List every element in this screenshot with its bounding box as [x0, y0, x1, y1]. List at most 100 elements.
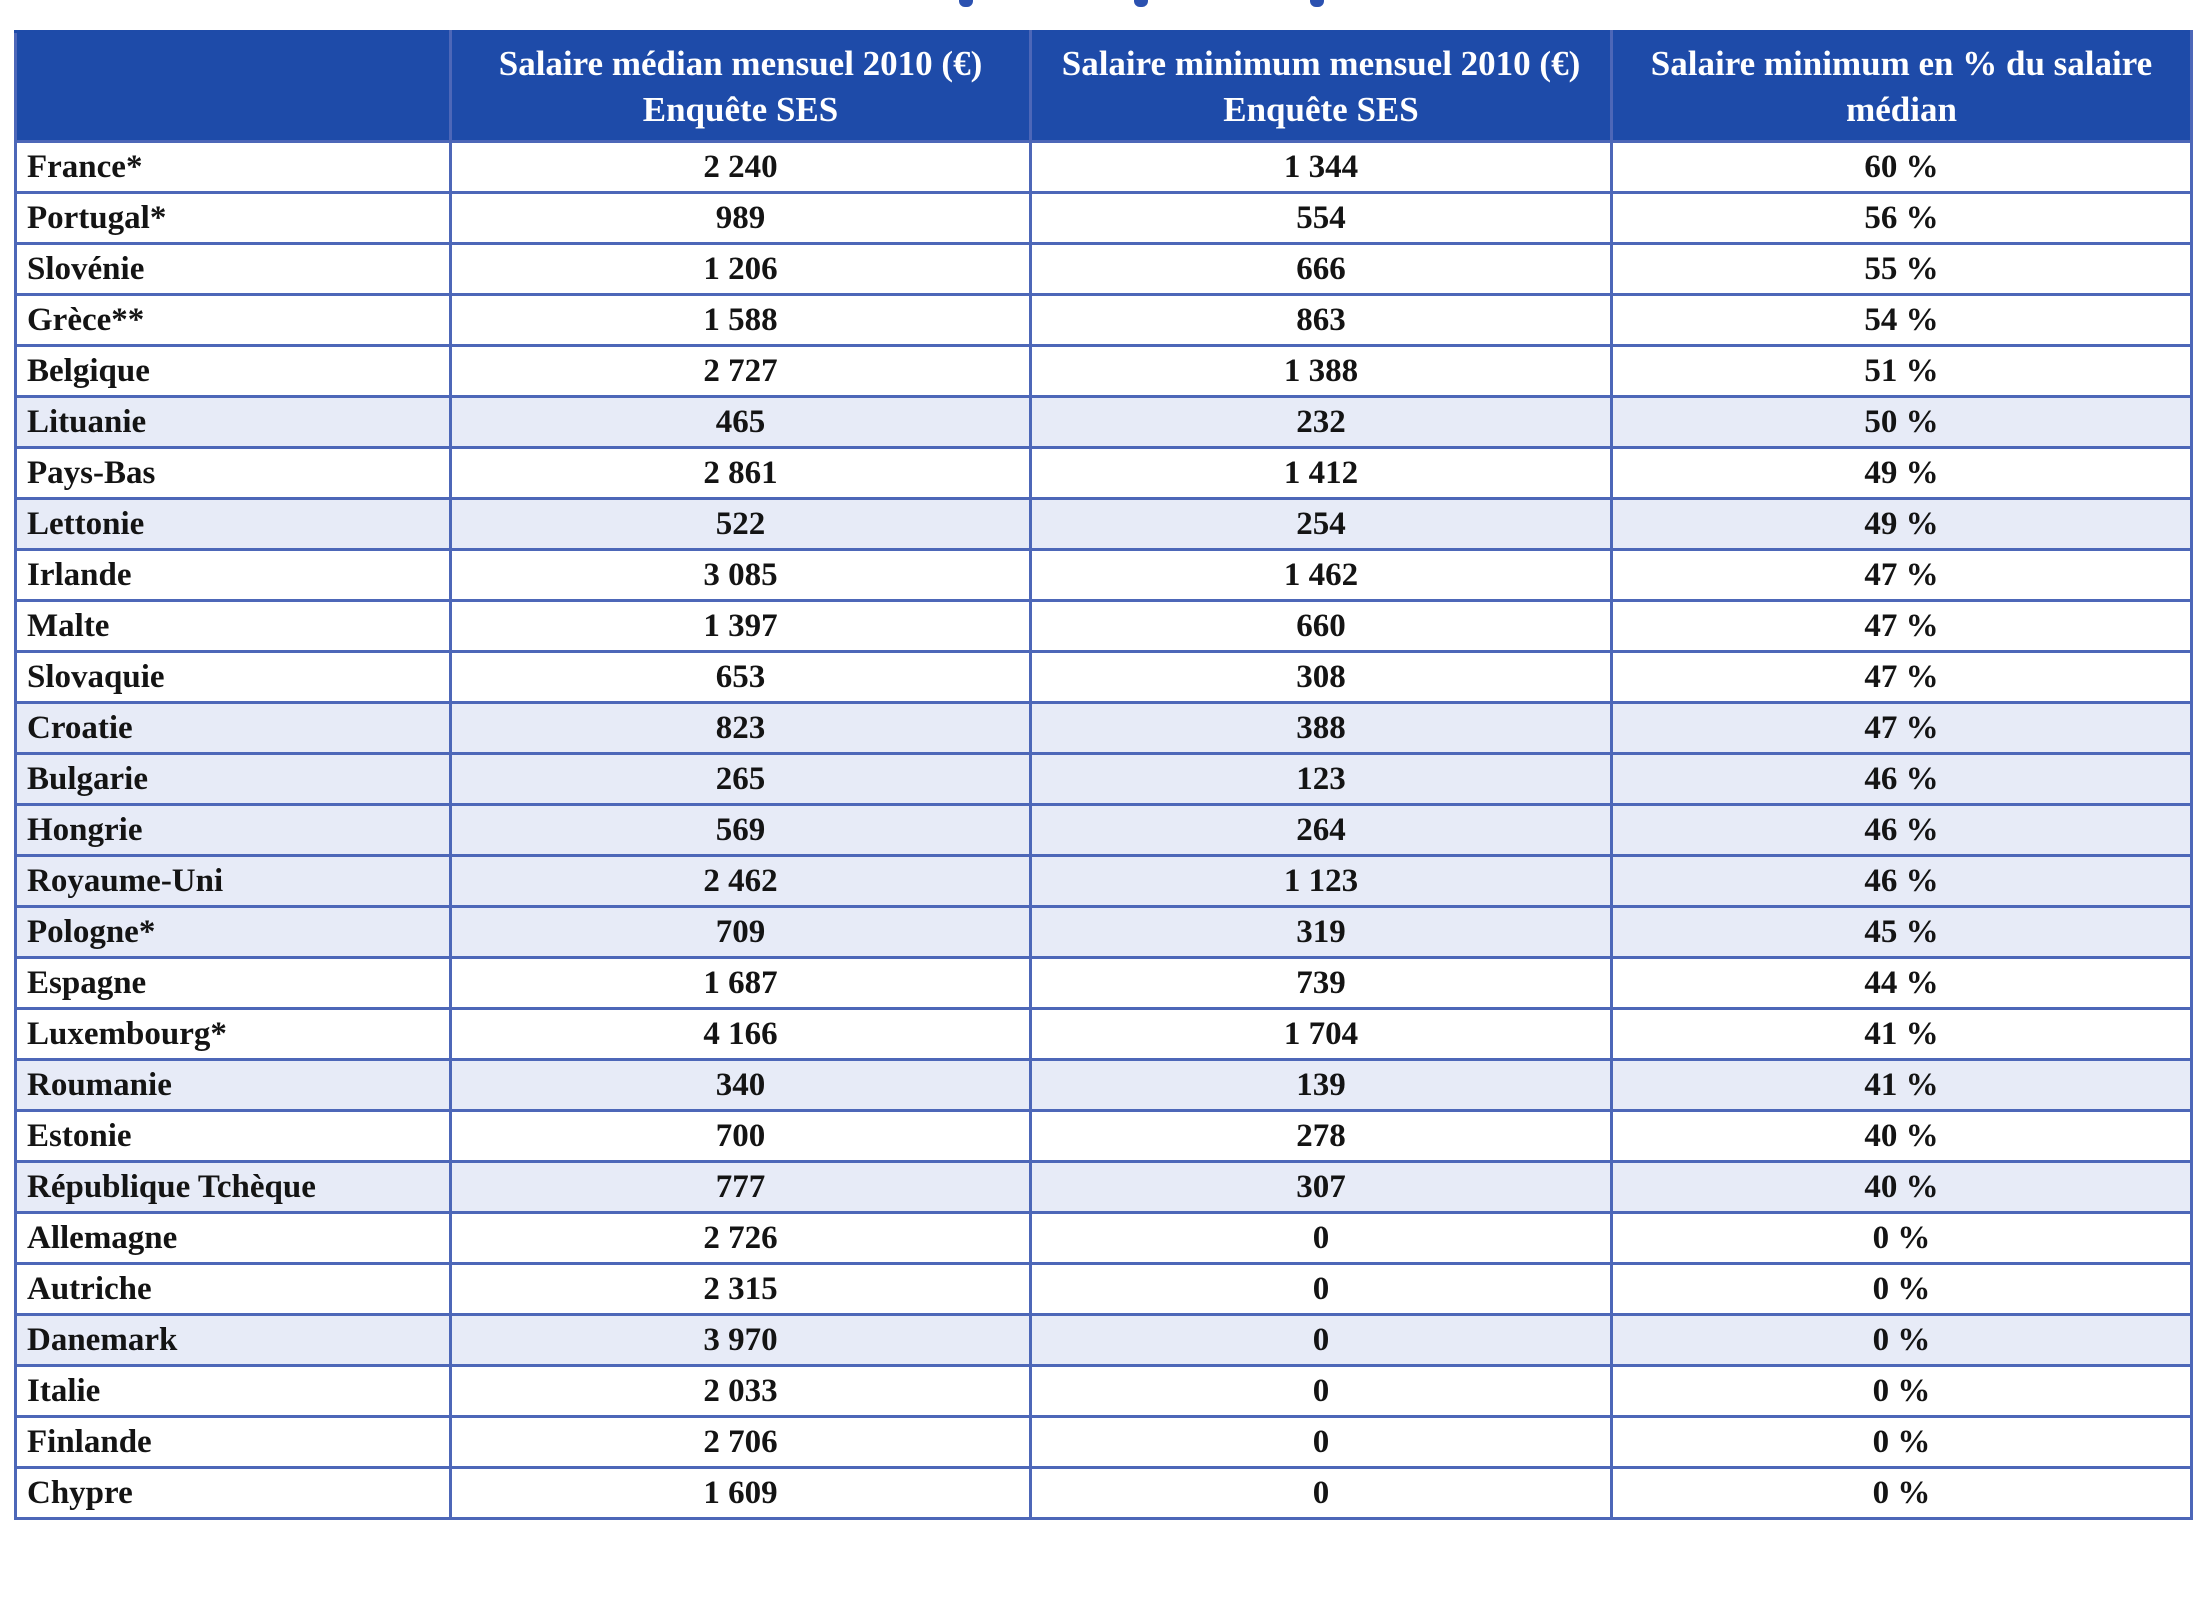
country-cell: Irlande: [14, 548, 452, 602]
median-salary-cell: 1 397: [449, 599, 1032, 653]
percent-cell: 0 %: [1610, 1313, 2193, 1367]
country-cell: Estonie: [14, 1109, 452, 1163]
country-cell: Lituanie: [14, 395, 452, 449]
table-row: Luxembourg* 4 166 1 704 41 %: [14, 1007, 2193, 1061]
median-salary-cell: 2 315: [449, 1262, 1032, 1316]
minimum-salary-cell: 666: [1029, 242, 1613, 296]
percent-cell: 0 %: [1610, 1415, 2193, 1469]
minimum-salary-cell: 264: [1029, 803, 1613, 857]
minimum-salary-cell: 0: [1029, 1364, 1613, 1418]
country-cell: Allemagne: [14, 1211, 452, 1265]
table-row: Autriche 2 315 0 0 %: [14, 1262, 2193, 1316]
country-cell: Finlande: [14, 1415, 452, 1469]
median-salary-cell: 823: [449, 701, 1032, 755]
country-cell: Espagne: [14, 956, 452, 1010]
median-salary-cell: 700: [449, 1109, 1032, 1163]
minimum-salary-cell: 1 412: [1029, 446, 1613, 500]
corner-header-cell: [14, 30, 452, 143]
country-cell: Bulgarie: [14, 752, 452, 806]
table-row: Italie 2 033 0 0 %: [14, 1364, 2193, 1418]
minimum-salary-cell: 319: [1029, 905, 1613, 959]
median-salary-header-cell: Salaire médian mensuel 2010 (€) Enquête …: [449, 30, 1032, 143]
salary-comparison-table: Salaire médian mensuel 2010 (€) Enquête …: [14, 30, 2193, 1520]
table-row: Malte 1 397 660 47 %: [14, 599, 2193, 653]
percent-cell: 46 %: [1610, 752, 2193, 806]
country-cell: Slovénie: [14, 242, 452, 296]
median-salary-cell: 3 085: [449, 548, 1032, 602]
minimum-salary-cell: 1 704: [1029, 1007, 1613, 1061]
country-cell: Italie: [14, 1364, 452, 1418]
minimum-salary-cell: 0: [1029, 1466, 1613, 1520]
median-salary-cell: 709: [449, 905, 1032, 959]
table-row: Croatie 823 388 47 %: [14, 701, 2193, 755]
minimum-salary-cell: 278: [1029, 1109, 1613, 1163]
table-row: République Tchèque 777 307 40 %: [14, 1160, 2193, 1214]
table-row: Espagne 1 687 739 44 %: [14, 956, 2193, 1010]
minimum-salary-header-cell: Salaire minimum mensuel 2010 (€) Enquête…: [1029, 30, 1613, 143]
median-salary-cell: 2 861: [449, 446, 1032, 500]
median-salary-cell: 465: [449, 395, 1032, 449]
table-row: Lituanie 465 232 50 %: [14, 395, 2193, 449]
percent-cell: 49 %: [1610, 497, 2193, 551]
minimum-salary-cell: 307: [1029, 1160, 1613, 1214]
percent-cell: 46 %: [1610, 854, 2193, 908]
table-row: Pays-Bas 2 861 1 412 49 %: [14, 446, 2193, 500]
minimum-salary-cell: 254: [1029, 497, 1613, 551]
table-row: Finlande 2 706 0 0 %: [14, 1415, 2193, 1469]
country-cell: Slovaquie: [14, 650, 452, 704]
percent-cell: 47 %: [1610, 701, 2193, 755]
median-salary-cell: 2 033: [449, 1364, 1032, 1418]
cropped-title-descender: [959, 0, 973, 7]
table-row: Pologne* 709 319 45 %: [14, 905, 2193, 959]
table-row: Irlande 3 085 1 462 47 %: [14, 548, 2193, 602]
median-salary-cell: 2 706: [449, 1415, 1032, 1469]
minimum-salary-cell: 739: [1029, 956, 1613, 1010]
minimum-salary-cell: 0: [1029, 1262, 1613, 1316]
median-salary-cell: 1 588: [449, 293, 1032, 347]
country-cell: Croatie: [14, 701, 452, 755]
median-salary-cell: 1 687: [449, 956, 1032, 1010]
minimum-salary-cell: 1 344: [1029, 140, 1613, 194]
percent-cell: 0 %: [1610, 1211, 2193, 1265]
minimum-salary-cell: 660: [1029, 599, 1613, 653]
percent-cell: 46 %: [1610, 803, 2193, 857]
median-salary-cell: 340: [449, 1058, 1032, 1112]
country-cell: Pays-Bas: [14, 446, 452, 500]
minimum-salary-cell: 232: [1029, 395, 1613, 449]
percent-cell: 50 %: [1610, 395, 2193, 449]
percent-cell: 41 %: [1610, 1058, 2193, 1112]
median-salary-cell: 777: [449, 1160, 1032, 1214]
percent-cell: 45 %: [1610, 905, 2193, 959]
median-salary-cell: 1 206: [449, 242, 1032, 296]
percent-cell: 60 %: [1610, 140, 2193, 194]
percent-cell: 54 %: [1610, 293, 2193, 347]
country-cell: France*: [14, 140, 452, 194]
percent-cell: 0 %: [1610, 1466, 2193, 1520]
cropped-title-descender: [1134, 0, 1148, 7]
country-cell: Malte: [14, 599, 452, 653]
cropped-title-descender: [1310, 0, 1324, 7]
minimum-salary-cell: 388: [1029, 701, 1613, 755]
minimum-salary-cell: 554: [1029, 191, 1613, 245]
median-salary-cell: 653: [449, 650, 1032, 704]
median-salary-cell: 2 462: [449, 854, 1032, 908]
median-salary-cell: 522: [449, 497, 1032, 551]
header-row: Salaire médian mensuel 2010 (€) Enquête …: [14, 30, 2193, 143]
minimum-salary-cell: 139: [1029, 1058, 1613, 1112]
percent-cell: 0 %: [1610, 1364, 2193, 1418]
percent-cell: 47 %: [1610, 599, 2193, 653]
median-salary-cell: 1 609: [449, 1466, 1032, 1520]
country-cell: Chypre: [14, 1466, 452, 1520]
table-row: Roumanie 340 139 41 %: [14, 1058, 2193, 1112]
median-salary-cell: 989: [449, 191, 1032, 245]
country-cell: Royaume-Uni: [14, 854, 452, 908]
median-salary-cell: 2 727: [449, 344, 1032, 398]
country-cell: Autriche: [14, 1262, 452, 1316]
country-cell: Pologne*: [14, 905, 452, 959]
percent-cell: 41 %: [1610, 1007, 2193, 1061]
country-cell: Portugal*: [14, 191, 452, 245]
percent-cell: 47 %: [1610, 650, 2193, 704]
table-row: Slovaquie 653 308 47 %: [14, 650, 2193, 704]
percent-cell: 0 %: [1610, 1262, 2193, 1316]
